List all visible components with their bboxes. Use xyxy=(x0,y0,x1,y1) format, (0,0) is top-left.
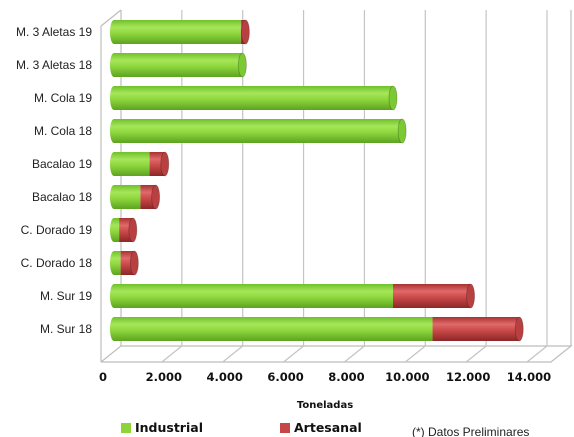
x-tick-label: 4.000 xyxy=(207,370,243,384)
x-tick-label: 10.000 xyxy=(385,370,429,384)
x-tick-label: 14.000 xyxy=(507,370,551,384)
x-tick-label: 12.000 xyxy=(446,370,490,384)
left-top-diagonal xyxy=(100,9,122,27)
legend-swatch-industrial xyxy=(121,423,131,433)
category-label: Bacalao 18 xyxy=(32,190,92,204)
industrial-bar xyxy=(110,85,398,111)
artesanal-bar xyxy=(120,250,139,276)
category-label: M. Sur 19 xyxy=(40,289,92,303)
artesanal-bar-cap xyxy=(160,151,170,177)
bars-layer xyxy=(110,19,524,342)
category-label: M. Sur 18 xyxy=(40,322,92,336)
industrial-bar-cap xyxy=(237,52,247,78)
industrial-bar-body xyxy=(110,218,120,242)
preliminary-data-note: (*) Datos Preliminares xyxy=(412,425,529,437)
artesanal-bar xyxy=(119,217,138,243)
artesanal-bar xyxy=(140,184,161,210)
artesanal-bar-cap xyxy=(151,184,161,210)
industrial-bar-body xyxy=(110,53,243,77)
industrial-bar-cap xyxy=(397,118,407,144)
artesanal-bar-body xyxy=(149,152,165,176)
industrial-bar xyxy=(110,20,241,44)
industrial-bar xyxy=(110,218,120,242)
artesanal-bar-cap xyxy=(466,283,475,309)
category-label: C. Dorado 19 xyxy=(21,223,93,237)
industrial-bar-cap xyxy=(388,85,398,111)
floor-front-edge xyxy=(101,345,573,363)
industrial-bar xyxy=(110,284,393,308)
category-label: M. Cola 19 xyxy=(34,91,92,105)
legend-label-industrial: Industrial xyxy=(135,420,203,435)
industrial-bar xyxy=(110,152,150,176)
industrial-bar xyxy=(110,185,141,209)
gridline-floor xyxy=(344,345,365,363)
category-label: Bacalao 19 xyxy=(32,157,92,171)
artesanal-bar xyxy=(432,316,524,342)
industrial-bar-body xyxy=(110,284,393,308)
gridline-floor xyxy=(283,345,304,363)
industrial-bar xyxy=(110,52,247,78)
industrial-bar xyxy=(110,317,433,341)
artesanal-bar-body xyxy=(432,317,520,341)
x-tick-label: 0 xyxy=(99,370,107,384)
x-tick-labels: 0 2.000 4.000 6.000 8.000 10.000 12.000 14.000 xyxy=(99,370,551,384)
category-labels: M. 3 Aletas 19 M. 3 Aletas 18 M. Cola 19 M.… xyxy=(16,25,92,336)
artesanal-bar-body xyxy=(392,284,471,308)
industrial-bar-body xyxy=(110,119,403,143)
artesanal-bar-cap xyxy=(128,217,138,243)
gridline-floor xyxy=(222,345,244,363)
industrial-bar-body xyxy=(110,86,393,110)
artesanal-bar-body xyxy=(140,185,156,209)
artesanal-bar-cap xyxy=(129,250,139,276)
x-tick-label: 2.000 xyxy=(146,370,182,384)
industrial-bar-body xyxy=(110,152,150,176)
gridline-floor xyxy=(161,345,183,363)
category-label: M. 3 Aletas 19 xyxy=(16,25,92,39)
gridline-floor xyxy=(404,345,426,363)
artesanal-bar-cap xyxy=(241,19,250,45)
industrial-bar-body xyxy=(110,185,141,209)
category-label: M. Cola 18 xyxy=(34,124,92,138)
gridline-floor xyxy=(465,345,487,363)
x-tick-label: 6.000 xyxy=(267,370,303,384)
legend-label-artesanal: Artesanal xyxy=(294,420,362,435)
industrial-bar-body xyxy=(110,251,121,275)
industrial-bar xyxy=(110,251,121,275)
artesanal-bar xyxy=(392,283,475,309)
x-axis-title: Toneladas xyxy=(297,400,353,411)
industrial-bar-body xyxy=(110,317,433,341)
category-label: M. 3 Aletas 18 xyxy=(16,58,92,72)
legend-swatch-artesanal xyxy=(280,423,290,433)
x-tick-label: 8.000 xyxy=(328,370,364,384)
industrial-bar xyxy=(110,118,407,144)
artesanal-bar-cap xyxy=(514,316,524,342)
legend: Industrial Artesanal xyxy=(121,420,362,435)
artesanal-bar xyxy=(149,151,170,177)
gridline-floor xyxy=(526,345,548,363)
artesanal-bar xyxy=(240,19,250,45)
industrial-bar-body xyxy=(110,20,241,44)
category-label: C. Dorado 18 xyxy=(21,256,93,270)
